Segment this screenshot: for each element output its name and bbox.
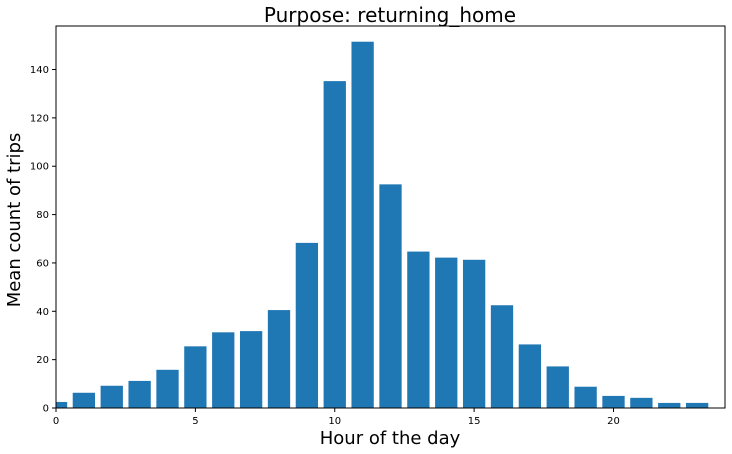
y-axis: 0 20 40 60 80 100 120 140 (30, 65, 56, 415)
x-tick-label: 20 (607, 416, 620, 427)
x-tick-label: 0 (53, 416, 59, 427)
bar-hour-22 (658, 402, 681, 408)
x-axis-label: Hour of the day (320, 428, 461, 449)
y-tick-label: 120 (30, 113, 49, 124)
bar-hour-1 (72, 392, 96, 408)
bar-hour-8 (267, 310, 291, 408)
y-tick-label: 20 (36, 355, 49, 366)
bar-hour-17 (518, 344, 542, 408)
y-tick-label: 40 (36, 307, 49, 318)
bar-hour-20 (602, 395, 625, 408)
bar-hour-16 (490, 305, 514, 408)
y-axis-label: Mean count of trips (4, 133, 25, 308)
x-tick-label: 15 (468, 416, 481, 427)
x-axis: 0 5 10 15 20 (53, 408, 620, 427)
bar-hour-7 (239, 331, 263, 408)
y-tick-label: 100 (30, 162, 49, 173)
bar-hour-6 (212, 332, 235, 408)
bar-hour-18 (546, 366, 569, 408)
x-tick-label: 5 (192, 416, 198, 427)
bar-hour-5 (184, 346, 207, 408)
bar-hour-13 (407, 251, 430, 408)
y-tick-label: 80 (36, 210, 49, 221)
bar-hour-14 (435, 257, 458, 408)
bar-hour-3 (128, 380, 151, 408)
bar-hour-0 (56, 401, 68, 408)
y-tick-label: 60 (36, 258, 49, 269)
bar-hour-19 (574, 386, 597, 408)
bar-hour-10 (323, 81, 346, 408)
bars-group (56, 41, 709, 409)
bar-hour-15 (462, 259, 486, 408)
bar-hour-2 (100, 385, 123, 408)
bar-hour-4 (156, 369, 179, 408)
bar-hour-11 (351, 41, 374, 409)
bar-hour-21 (630, 397, 653, 408)
bar-hour-23 (685, 402, 709, 408)
bar-hour-12 (379, 184, 402, 408)
y-tick-label: 140 (30, 65, 49, 76)
bar-hour-9 (295, 242, 319, 408)
chart-title: Purpose: returning_home (264, 3, 516, 27)
y-tick-label: 0 (43, 404, 49, 415)
plot-frame (55, 25, 726, 409)
x-tick-label: 10 (328, 416, 341, 427)
